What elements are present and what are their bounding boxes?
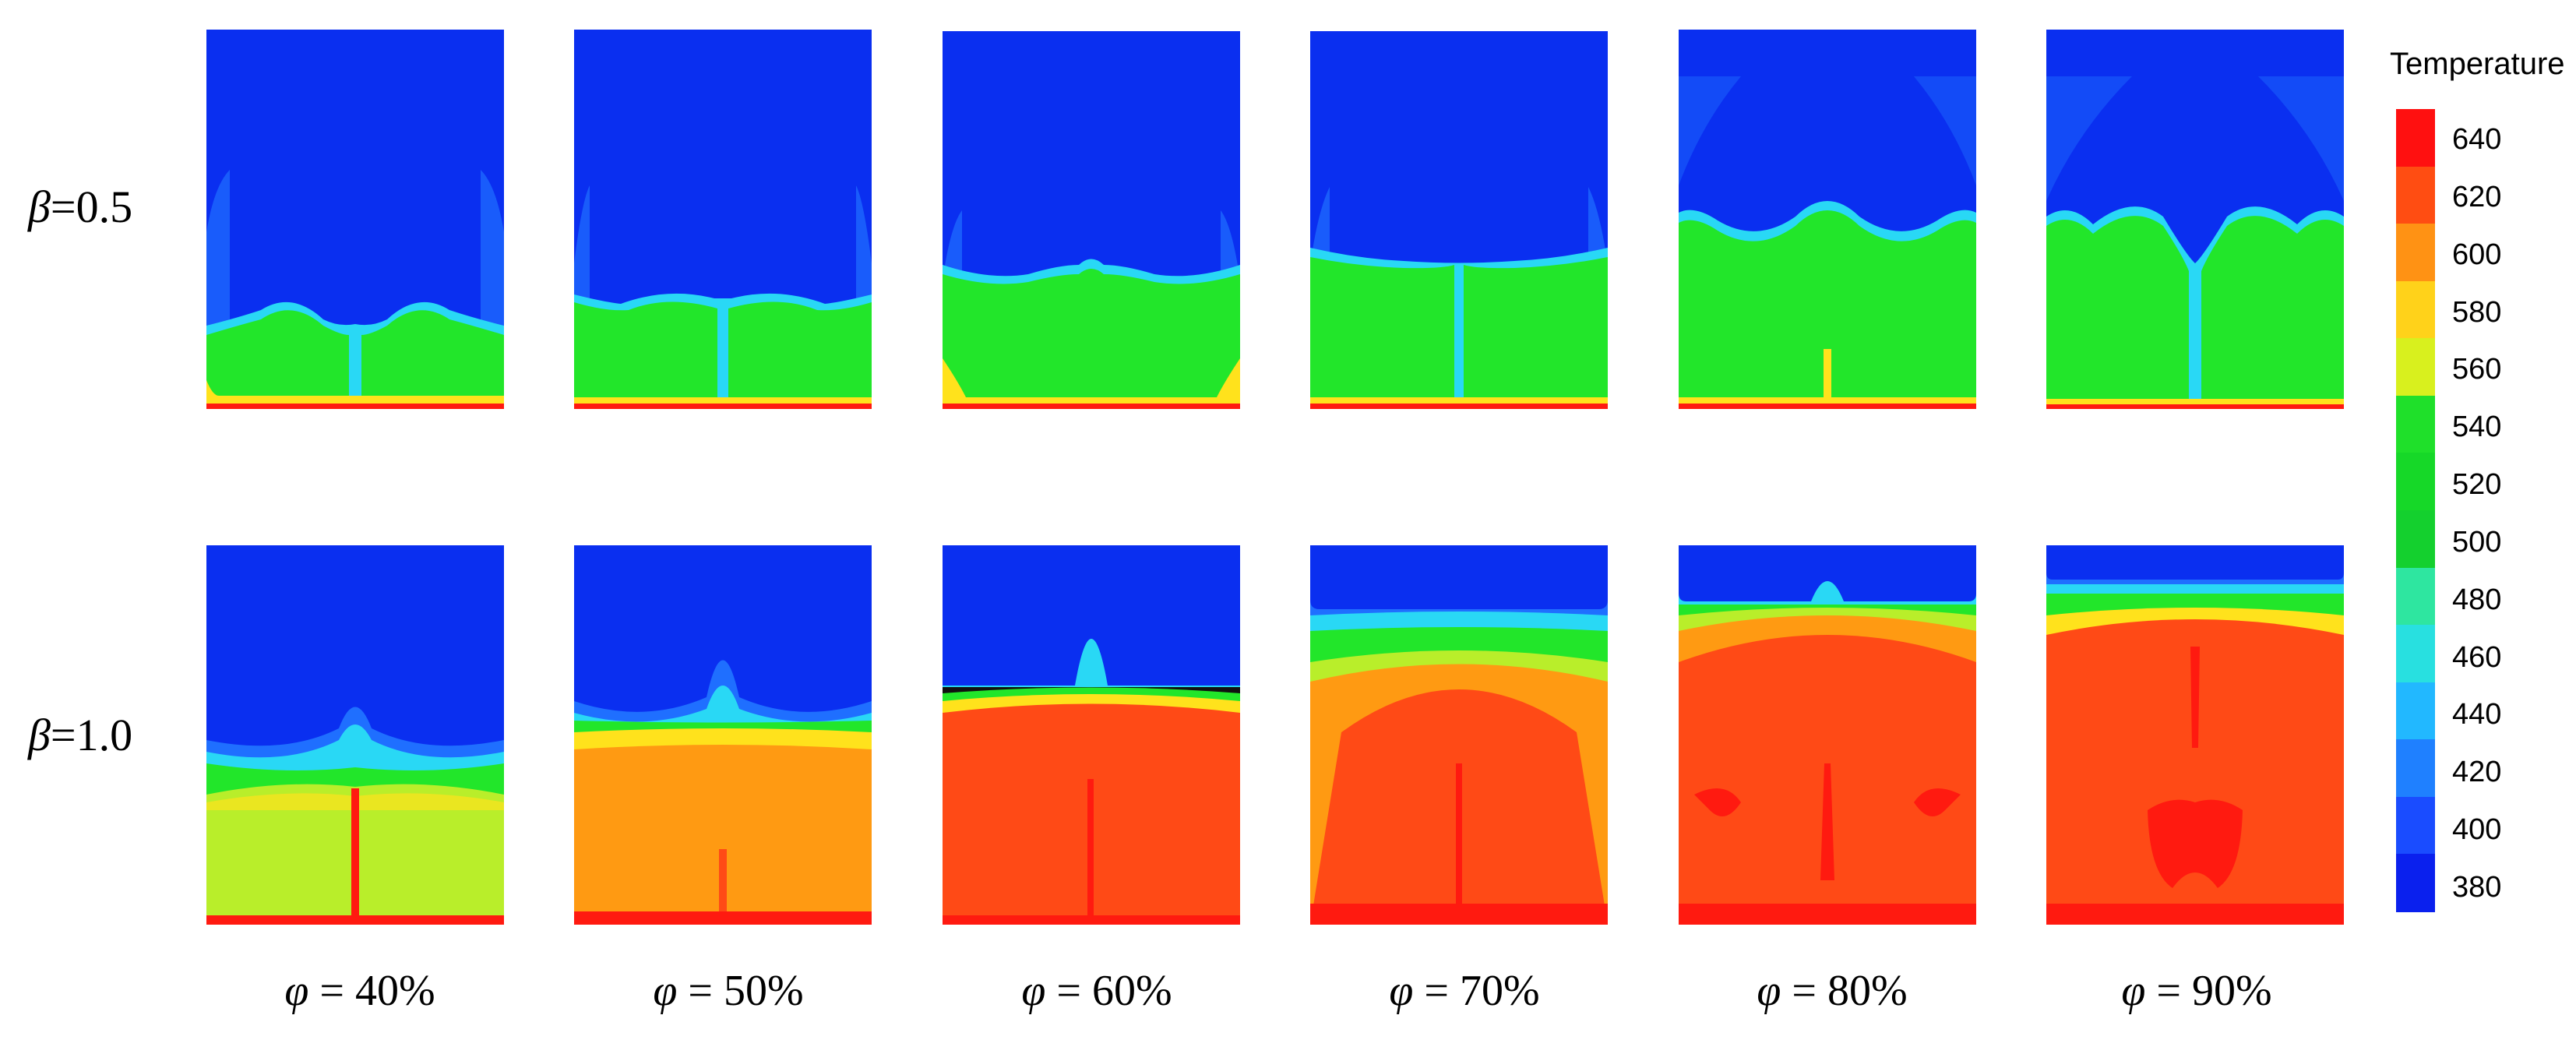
legend-title: Temperature [2390,47,2565,81]
col-label-phi-50: φ = 50% [580,966,876,1016]
contour-panel-b05-phi60 [943,31,1240,409]
phi-value: = 70% [1413,967,1540,1015]
colorbar-segment [2396,510,2435,569]
legend-tick-label: 460 [2452,640,2502,674]
colorbar-segment [2396,453,2435,511]
colorbar-segment [2396,567,2435,626]
legend-tick-label: 420 [2452,756,2502,789]
contour-panel-b05-phi50 [574,30,872,409]
colorbar-segment [2396,395,2435,454]
legend-tick-label: 640 [2452,123,2502,156]
contour-panel-b10-phi60 [943,545,1240,925]
phi-value: = 90% [2145,967,2272,1015]
phi-value: = 50% [677,967,804,1015]
row-label-beta-0.5: β=0.5 [28,181,132,233]
legend-tick-label: 560 [2452,353,2502,386]
phi-value: = 80% [1781,967,1908,1015]
legend-tick-label: 380 [2452,871,2502,904]
legend-tick-label: 500 [2452,525,2502,559]
colorbar-segment [2396,280,2435,340]
contour-panel-b10-phi50 [574,545,872,925]
legend-tick-label: 440 [2452,698,2502,731]
col-label-phi-80: φ = 80% [1684,966,1980,1016]
beta-value: =1.0 [50,710,133,760]
row-label-beta-1.0: β=1.0 [28,709,132,761]
contour-panel-b10-phi40 [206,545,504,925]
phi-value: = 40% [308,967,435,1015]
beta-symbol: β [28,710,51,760]
contour-panel-b10-phi90 [2046,545,2344,925]
colorbar-segment [2396,166,2435,225]
phi-symbol: φ [284,967,309,1015]
col-label-phi-40: φ = 40% [212,966,508,1016]
col-label-phi-90: φ = 90% [2049,966,2345,1016]
colorbar-segment [2396,682,2435,741]
legend-tick-label: 400 [2452,813,2502,847]
phi-symbol: φ [1389,967,1414,1015]
contour-panel-b05-phi40 [206,30,504,409]
col-label-phi-60: φ = 60% [949,966,1245,1016]
legend-tick-label: 480 [2452,583,2502,616]
legend-tick-label: 600 [2452,238,2502,271]
legend-tick-label: 620 [2452,180,2502,213]
phi-value: = 60% [1045,967,1172,1015]
phi-symbol: φ [1757,967,1781,1015]
legend-tick-label: 520 [2452,468,2502,502]
colorbar-segment [2396,224,2435,282]
colorbar-segment [2396,854,2435,912]
contour-panel-b10-phi70 [1310,545,1608,925]
contour-panel-b05-phi80 [1679,30,1976,409]
phi-symbol: φ [2121,967,2146,1015]
contour-panel-b05-phi70 [1310,31,1608,409]
contour-panel-b10-phi80 [1679,545,1976,925]
beta-value: =0.5 [50,182,133,232]
colorbar-segment [2396,739,2435,798]
colorbar-segment [2396,625,2435,683]
beta-symbol: β [28,182,51,232]
legend-tick-label: 580 [2452,295,2502,329]
colorbar-segment [2396,796,2435,855]
contour-panel-b05-phi90 [2046,30,2344,409]
phi-symbol: φ [1021,967,1046,1015]
colorbar-segment [2396,338,2435,397]
colorbar-segment [2396,109,2435,167]
phi-symbol: φ [653,967,678,1015]
legend-tick-label: 540 [2452,411,2502,444]
temperature-colorbar [2396,109,2435,912]
col-label-phi-70: φ = 70% [1316,966,1612,1016]
